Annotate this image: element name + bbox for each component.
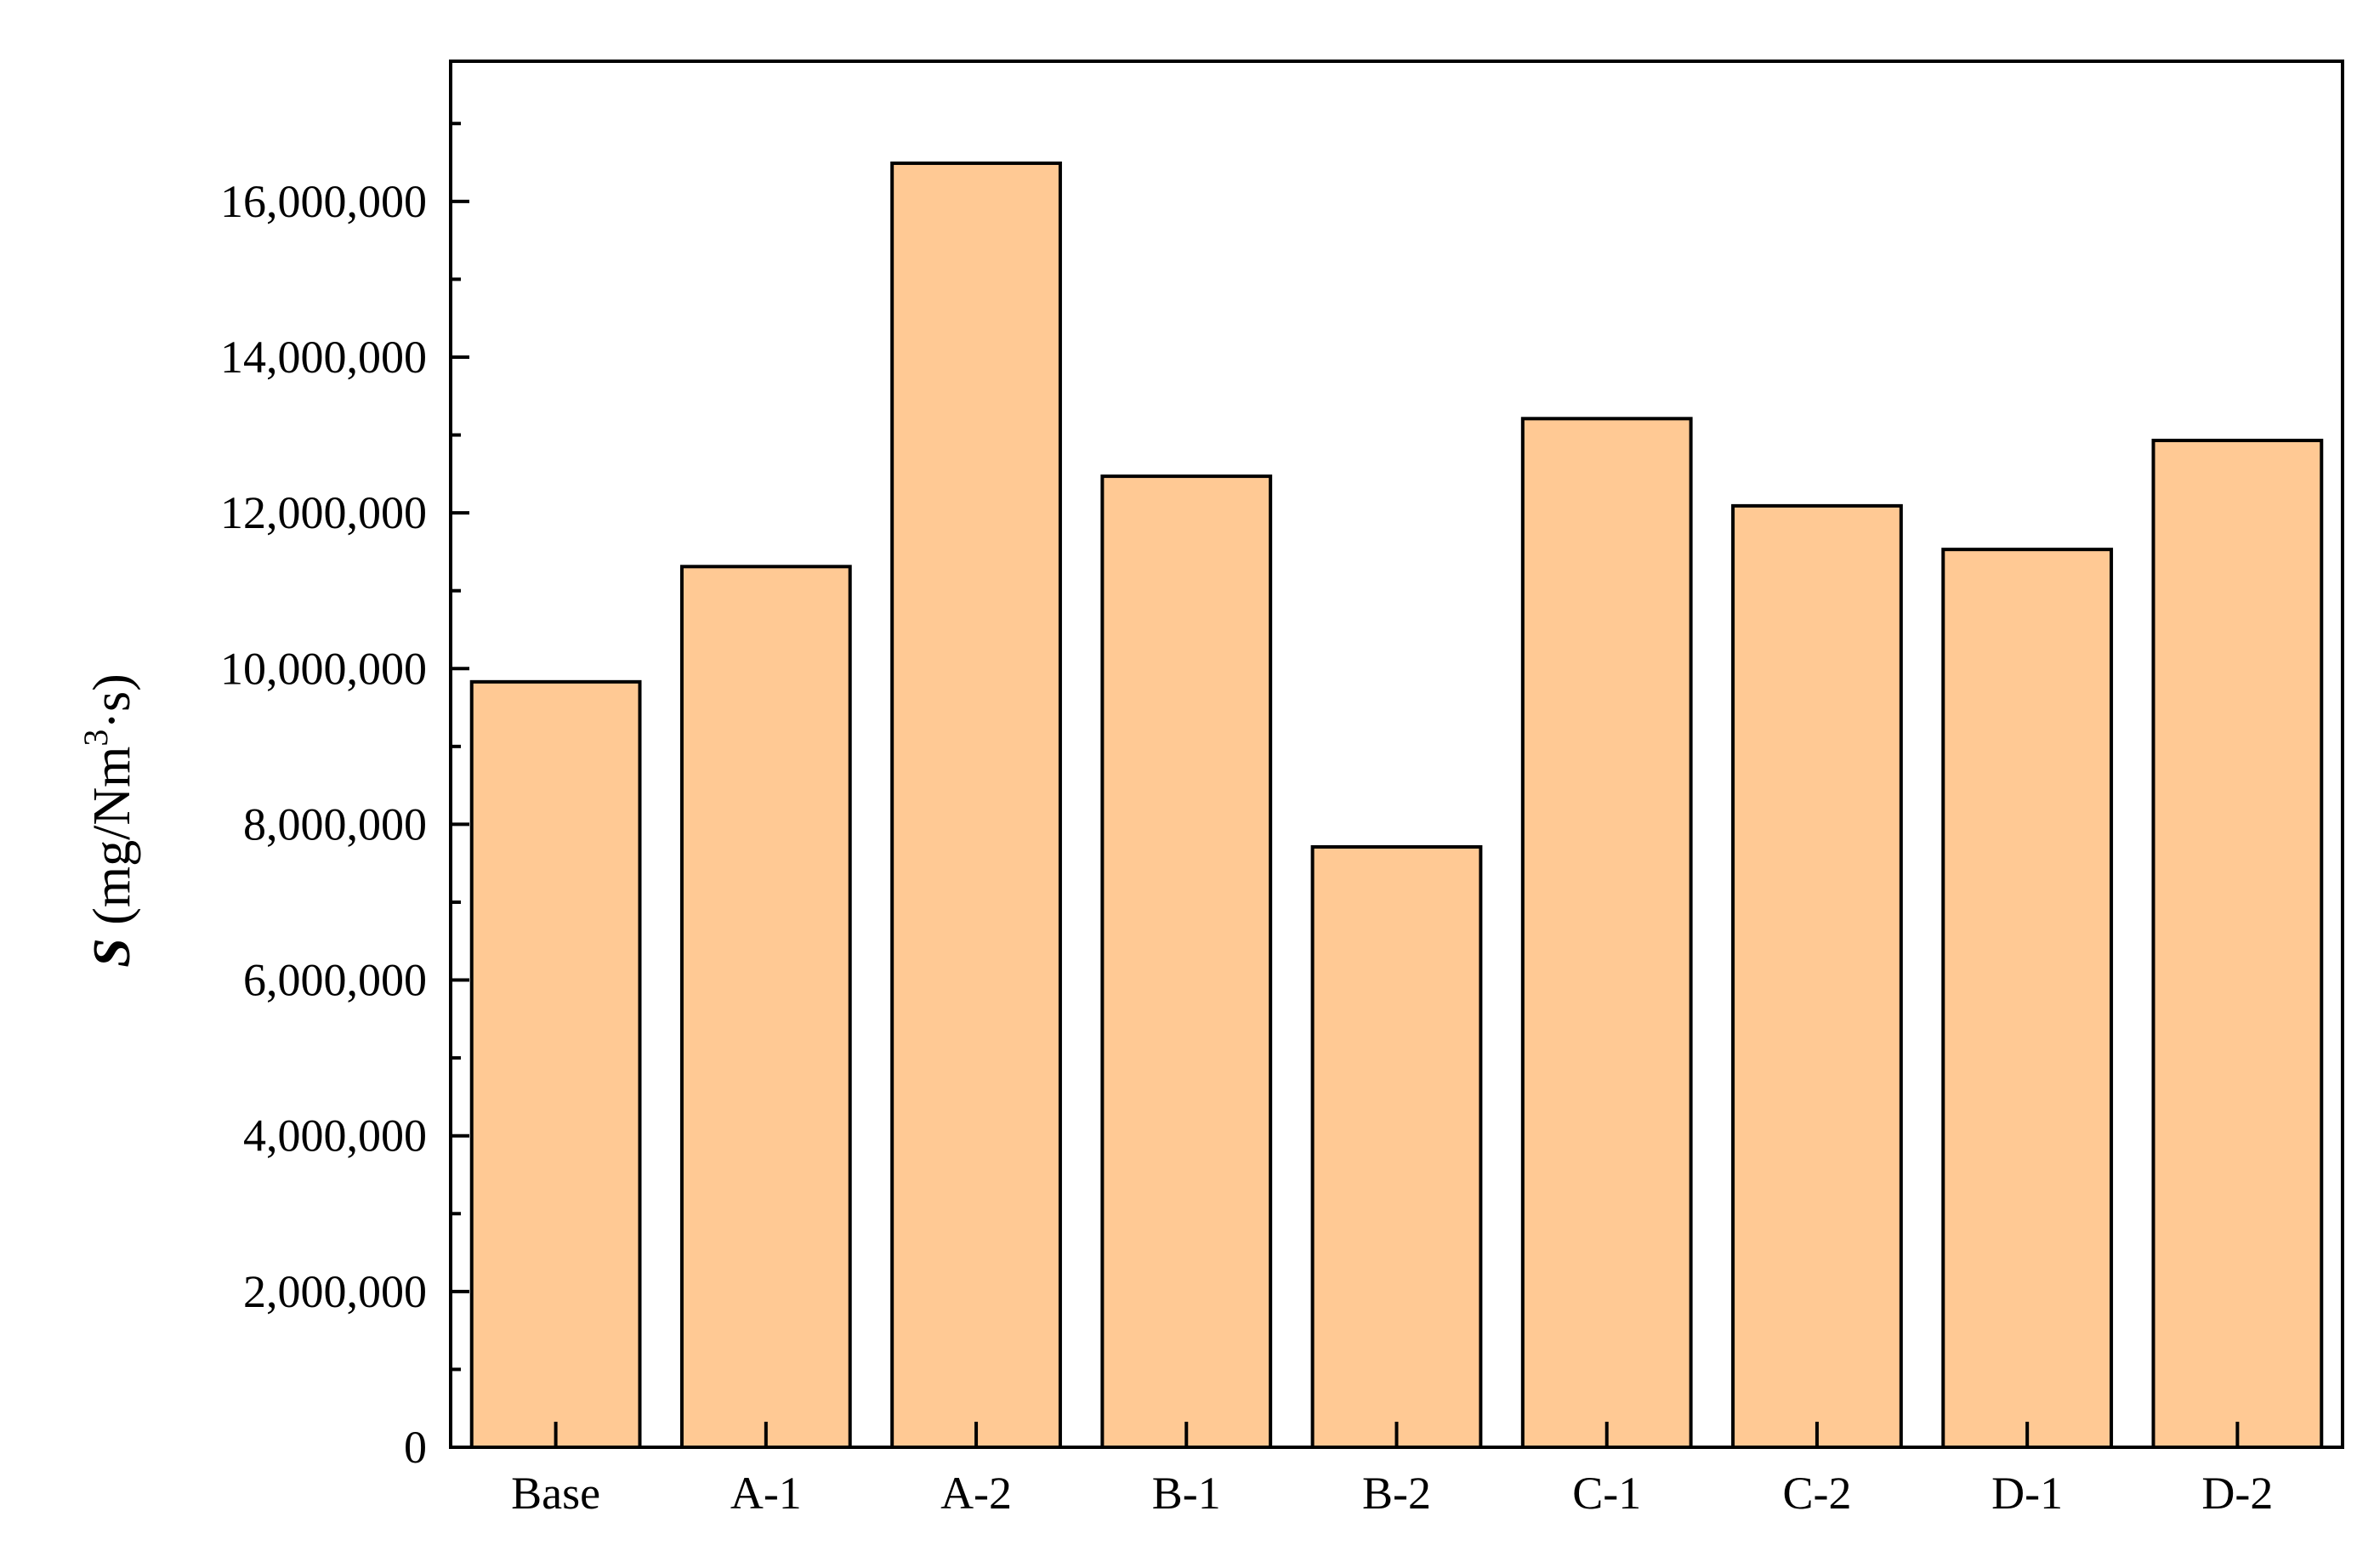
- y-tick-label: 6,000,000: [243, 955, 427, 1006]
- y-axis-label-unit: (mg/Nm: [83, 747, 141, 939]
- y-axis-label-symbol: S: [83, 938, 141, 967]
- y-tick-label: 0: [404, 1422, 427, 1473]
- x-tick-label: B-1: [1152, 1468, 1221, 1519]
- x-tick-label: C-1: [1572, 1468, 1641, 1519]
- x-tick-label: Base: [511, 1468, 600, 1519]
- bar-a-2: [890, 161, 1062, 1449]
- x-tick-label: B-2: [1362, 1468, 1431, 1519]
- bar-b-1: [1100, 474, 1273, 1450]
- bars-layer: [469, 161, 2324, 1450]
- bar-b-2: [1310, 844, 1483, 1449]
- y-axis-label-unit-suffix: ·s): [83, 673, 141, 729]
- x-tick-label: A-1: [730, 1468, 802, 1519]
- y-tick-label: 4,000,000: [243, 1111, 427, 1162]
- y-tick-label: 12,000,000: [220, 487, 427, 538]
- bar-a-1: [679, 565, 852, 1449]
- x-tick-label: D-2: [2201, 1468, 2273, 1519]
- x-tick-label: A-2: [940, 1468, 1012, 1519]
- bar-d-1: [1941, 548, 2114, 1449]
- y-tick-label: 14,000,000: [220, 332, 427, 383]
- y-tick-label: 16,000,000: [220, 176, 427, 227]
- y-axis-label: S (mg/Nm3·s): [77, 673, 141, 968]
- bar-d-2: [2151, 438, 2324, 1449]
- y-tick-label: 10,000,000: [220, 643, 427, 694]
- y-tick-label: 8,000,000: [243, 798, 427, 849]
- labels-layer: 0 2,000,000 4,000,000 6,000,000 8,000,000 10,…: [220, 176, 2273, 1519]
- bar-c-2: [1731, 503, 1903, 1449]
- x-tick-label: C-2: [1782, 1468, 1851, 1519]
- axes-layer: [449, 60, 2344, 1449]
- x-tick-label: D-1: [1991, 1468, 2063, 1519]
- bar-base: [469, 679, 642, 1449]
- y-axis-label-unit-superscript: 3: [77, 730, 115, 747]
- bar-c-1: [1520, 417, 1693, 1450]
- y-tick-label: 2,000,000: [243, 1266, 427, 1317]
